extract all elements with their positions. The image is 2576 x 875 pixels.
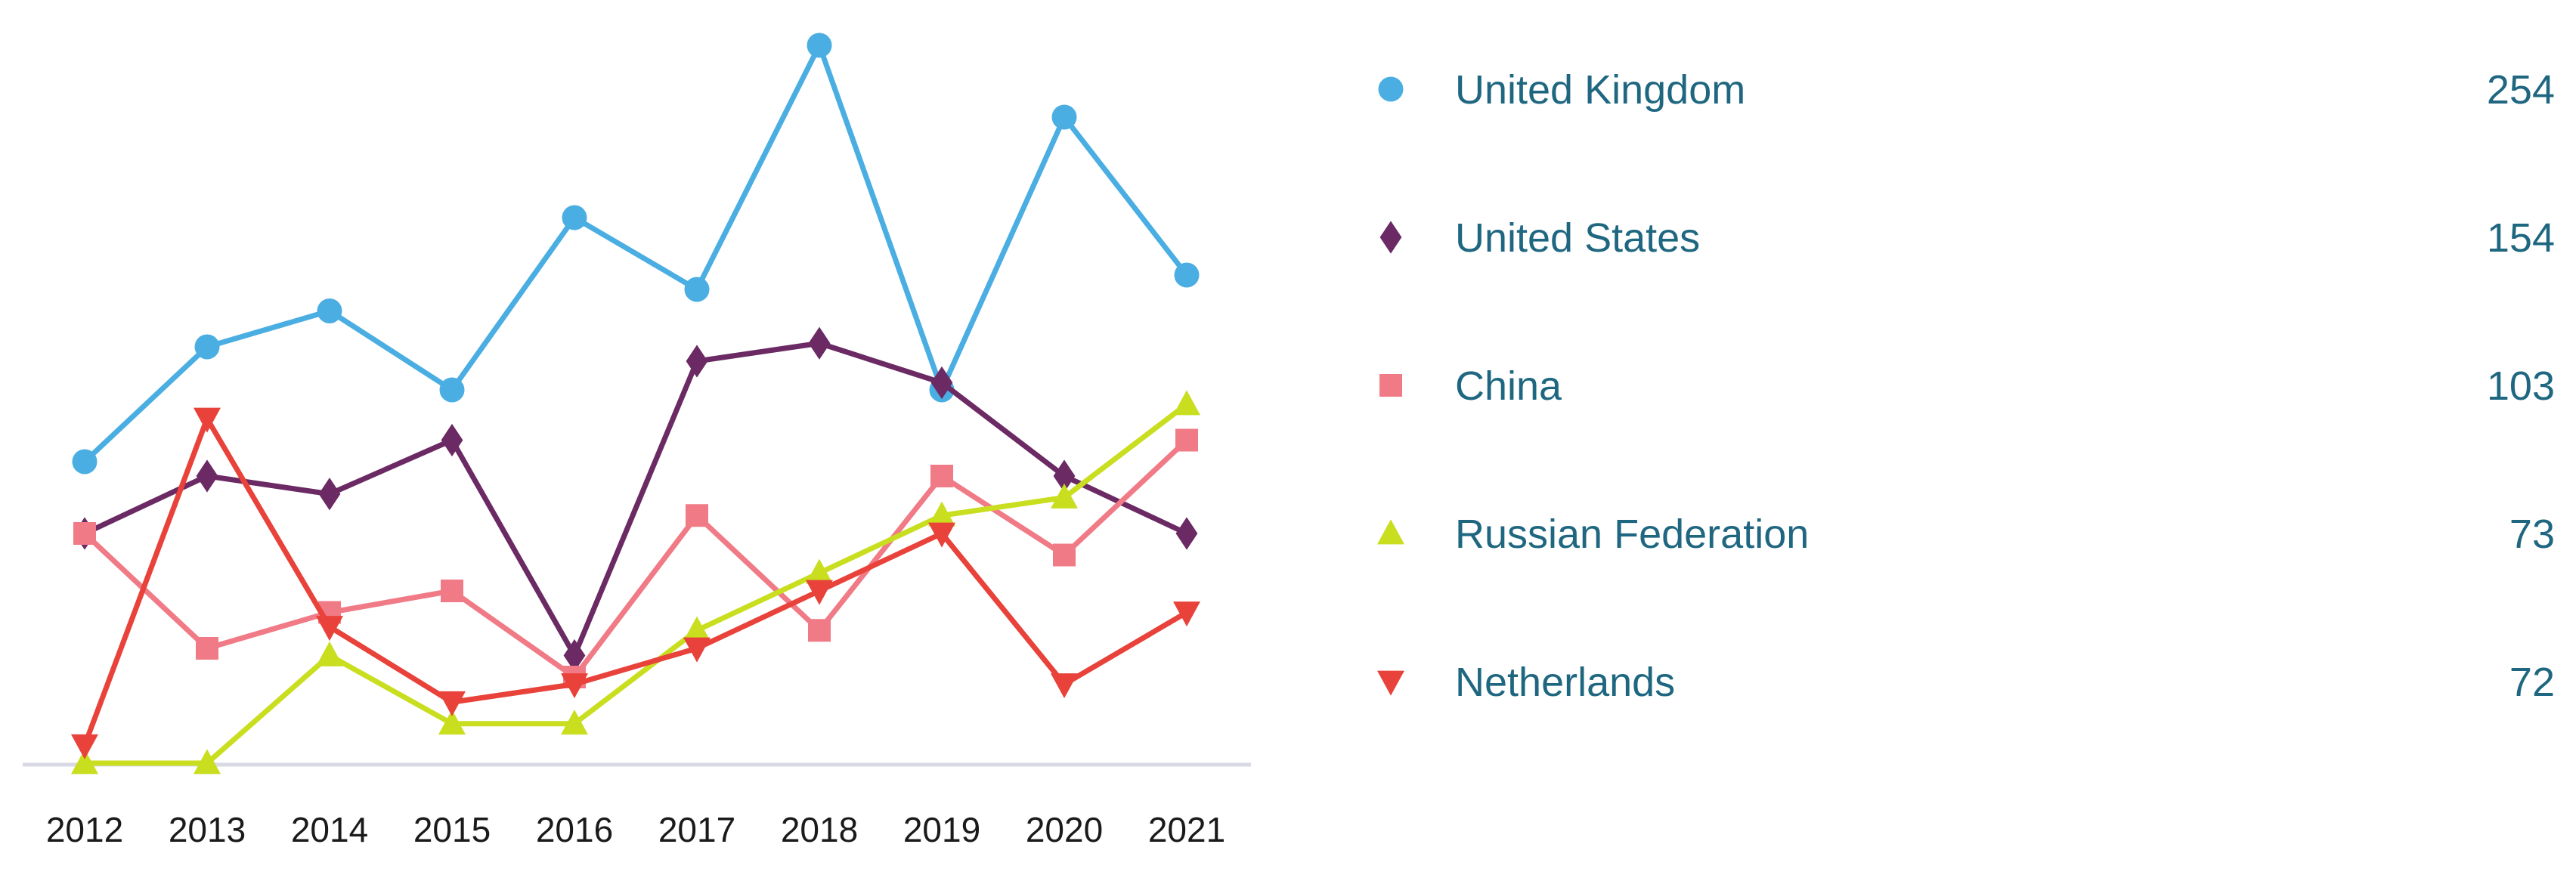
data-point-netherlands-2018: [806, 580, 833, 605]
x-tick-label-2020: 2020: [1026, 810, 1103, 849]
series-united-kingdom: [72, 32, 1200, 475]
data-point-china-2012: [73, 522, 96, 545]
data-point-united-states-2018: [808, 326, 831, 360]
data-point-russian-federation-2013: [194, 749, 221, 775]
legend-item-china: China 103: [1379, 363, 2555, 409]
data-point-russian-federation-2020: [1051, 483, 1078, 509]
data-point-china-2015: [441, 580, 463, 602]
data-point-united-kingdom-2021: [1174, 262, 1200, 288]
data-point-united-states-2015: [441, 423, 463, 457]
data-point-russian-federation-2021: [1173, 390, 1200, 416]
legend-marker-united-states: [1379, 221, 1402, 254]
data-point-netherlands-2016: [561, 673, 588, 699]
legend-marker-netherlands: [1377, 670, 1404, 696]
x-tick-label-2012: 2012: [46, 810, 123, 849]
data-point-netherlands-2014: [316, 616, 343, 642]
legend: United Kingdom 254 United States 154 China 10…: [1377, 67, 2555, 705]
x-tick-label-2018: 2018: [781, 810, 858, 849]
data-point-united-kingdom-2018: [807, 32, 832, 58]
legend-marker-russian-federation: [1377, 519, 1404, 545]
series-netherlands: [71, 407, 1200, 759]
data-point-china-2013: [196, 637, 218, 660]
data-point-netherlands-2020: [1051, 673, 1078, 699]
series-russian-federation: [71, 390, 1200, 775]
legend-value-netherlands: 72: [2509, 660, 2555, 705]
data-point-united-kingdom-2012: [72, 449, 98, 475]
data-point-united-states-2016: [563, 638, 586, 672]
legend-label-china: China: [1455, 363, 1562, 409]
x-tick-label-2015: 2015: [413, 810, 491, 849]
data-point-china-2018: [808, 619, 831, 642]
plot-area: 2012 2013 2014 2015 2016 2017 2018 2019 2020 2021: [23, 32, 1251, 849]
data-point-united-kingdom-2017: [684, 277, 710, 302]
x-tick-label-2013: 2013: [169, 810, 246, 849]
series-line-russian-federation: [82, 401, 1190, 766]
data-point-russian-federation-2016: [561, 710, 588, 735]
x-tick-label-2014: 2014: [291, 810, 368, 849]
legend-label-united-states: United States: [1455, 215, 1700, 261]
series-line-china: [82, 438, 1190, 680]
data-point-united-states-2020: [1053, 459, 1076, 493]
legend-label-netherlands: Netherlands: [1455, 660, 1675, 705]
series-united-states: [73, 326, 1198, 672]
data-point-united-kingdom-2015: [439, 377, 465, 403]
legend-value-russian-federation: 73: [2509, 512, 2555, 557]
data-point-united-kingdom-2020: [1051, 104, 1077, 130]
series-line-united-states: [82, 340, 1190, 658]
series-line-netherlands: [82, 416, 1190, 748]
x-tick-label-2017: 2017: [658, 810, 735, 849]
data-point-netherlands-2021: [1173, 601, 1200, 627]
legend-value-united-states: 154: [2487, 215, 2555, 261]
data-point-united-kingdom-2016: [562, 205, 587, 230]
legend-marker-china: [1379, 374, 1402, 397]
x-tick-label-2019: 2019: [903, 810, 980, 849]
legend-label-united-kingdom: United Kingdom: [1455, 67, 1745, 113]
data-point-netherlands-2015: [438, 691, 466, 716]
data-point-china-2021: [1175, 428, 1198, 452]
series-group: [71, 32, 1200, 775]
data-point-russian-federation-2012: [71, 749, 98, 775]
data-point-united-states-2013: [196, 459, 218, 493]
legend-item-united-kingdom: United Kingdom 254: [1378, 67, 2555, 113]
data-point-russian-federation-2018: [806, 558, 833, 584]
legend-item-russian-federation: Russian Federation 73: [1377, 512, 2555, 557]
data-point-united-kingdom-2014: [317, 298, 342, 323]
legend-label-russian-federation: Russian Federation: [1455, 512, 1809, 557]
data-point-russian-federation-2019: [928, 501, 955, 527]
legend-item-united-states: United States 154: [1379, 215, 2555, 261]
legend-value-united-kingdom: 254: [2487, 67, 2555, 113]
legend-value-china: 103: [2487, 363, 2555, 409]
data-point-netherlands-2013: [194, 407, 221, 433]
data-point-netherlands-2012: [71, 734, 98, 759]
data-point-united-states-2017: [686, 345, 708, 378]
data-point-united-kingdom-2013: [194, 334, 220, 360]
data-point-united-states-2021: [1175, 517, 1198, 550]
x-tick-group: 2012 2013 2014 2015 2016 2017 2018 2019 2020 2021: [46, 810, 1225, 849]
data-point-russian-federation-2015: [438, 710, 466, 735]
data-point-netherlands-2017: [683, 637, 711, 663]
x-tick-label-2016: 2016: [536, 810, 613, 849]
data-point-china-2017: [686, 504, 708, 527]
data-point-russian-federation-2017: [683, 616, 711, 642]
data-point-united-states-2019: [930, 366, 953, 400]
data-point-netherlands-2019: [928, 522, 955, 548]
series-line-united-kingdom: [82, 42, 1190, 465]
series-china: [73, 428, 1198, 688]
legend-marker-united-kingdom: [1378, 76, 1404, 102]
data-point-china-2020: [1053, 543, 1076, 567]
x-tick-label-2021: 2021: [1148, 810, 1225, 849]
data-point-united-states-2014: [318, 478, 341, 511]
data-point-russian-federation-2014: [316, 641, 343, 666]
legend-item-netherlands: Netherlands 72: [1377, 660, 2555, 705]
data-point-china-2019: [930, 465, 953, 487]
